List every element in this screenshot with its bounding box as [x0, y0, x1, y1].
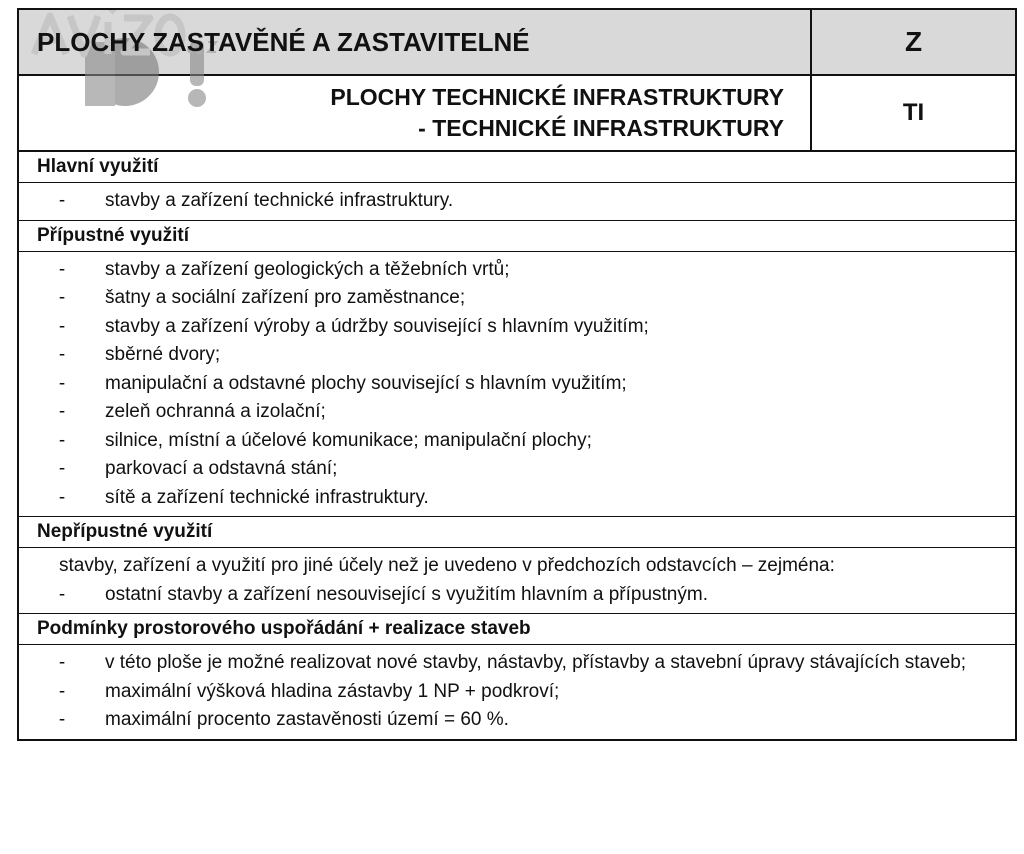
section-heading: Hlavní využití — [19, 152, 1015, 183]
list-item: - stavby a zařízení geologických a těžebn… — [19, 256, 1015, 285]
bullet-dash: - — [58, 652, 66, 673]
bullet-dash: - — [58, 315, 66, 337]
subcategory-code: TI — [902, 99, 925, 126]
list-item-text: sběrné dvory; — [105, 344, 221, 365]
list-item-text: stavby a zařízení geologických a těžební… — [105, 258, 510, 280]
subheader-row: PLOCHY TECHNICKÉ INFRASTRUKTURY - TECHNI… — [19, 76, 1015, 152]
bullet-dash: - — [58, 458, 66, 479]
header-row: PLOCHY ZASTAVĚNÉ A ZASTAVITELNÉ Z — [19, 10, 1015, 76]
bullet-dash: - — [58, 709, 66, 730]
list-item-text: silnice, místní a účelové komunikace; ma… — [105, 429, 592, 451]
list-item: - sběrné dvory; — [19, 341, 1015, 370]
list-item-text: maximální procento zastavěnosti území = … — [105, 709, 509, 730]
section-body: - v této ploše je možné realizovat nové s… — [19, 645, 1015, 739]
list-item-text: šatny a sociální zařízení pro zaměstnanc… — [105, 287, 466, 308]
list-item: - parkovací a odstavná stání; — [19, 455, 1015, 484]
section-heading: Přípustné využití — [19, 221, 1015, 252]
list-item-text: parkovací a odstavná stání; — [105, 458, 338, 479]
bullet-dash: - — [58, 486, 66, 508]
list-item: - šatny a sociální zařízení pro zaměstnan… — [19, 284, 1015, 313]
section-body: - stavby a zařízení technické infrastrukt… — [19, 183, 1015, 221]
list-item: - stavby a zařízení technické infrastrukt… — [19, 187, 1015, 216]
bullet-dash: - — [58, 344, 66, 365]
subtitle-line: - TECHNICKÉ INFRASTRUKTURY — [418, 115, 784, 141]
list-item: - sítě a zařízení technické infrastruktur… — [19, 484, 1015, 513]
list-item: - stavby a zařízení výroby a údržby souvi… — [19, 313, 1015, 342]
list-item-text: ostatní stavby a zařízení nesouvisející … — [105, 583, 708, 605]
list-item-text: stavby a zařízení technické infrastruktu… — [105, 190, 454, 211]
subtitle-line: PLOCHY TECHNICKÉ INFRASTRUKTURY — [330, 84, 784, 110]
bullet-dash: - — [58, 429, 66, 451]
list-item-text: stavby a zařízení výroby a údržby souvis… — [105, 315, 649, 337]
list-item: - maximální procento zastavěnosti území =… — [19, 706, 1015, 735]
bullet-dash: - — [58, 680, 66, 702]
category-title: PLOCHY ZASTAVĚNÉ A ZASTAVITELNÉ — [37, 26, 530, 57]
list-item-text: maximální výšková hladina zástavby 1 NP … — [105, 680, 560, 702]
list-item: - ostatní stavby a zařízení nesouvisející… — [19, 581, 1015, 610]
bullet-dash: - — [58, 287, 66, 308]
list-item-text: manipulační a odstavné plochy souvisejíc… — [105, 372, 627, 394]
section-heading: Podmínky prostorového uspořádání + reali… — [19, 614, 1015, 645]
bullet-dash: - — [58, 583, 66, 605]
section-body: stavby, zařízení a využití pro jiné účel… — [19, 548, 1015, 614]
category-code: Z — [904, 26, 923, 57]
bullet-dash: - — [58, 401, 66, 422]
regulation-table: PLOCHY ZASTAVĚNÉ A ZASTAVITELNÉ Z PLOCHY… — [17, 8, 1017, 741]
list-item-text: zeleň ochranná a izolační; — [105, 401, 326, 422]
bullet-dash: - — [58, 190, 66, 211]
category-title-cell: PLOCHY ZASTAVĚNÉ A ZASTAVITELNÉ — [19, 10, 812, 74]
subcategory-title: PLOCHY TECHNICKÉ INFRASTRUKTURY - TECHNI… — [19, 76, 812, 150]
list-item: - silnice, místní a účelové komunikace; m… — [19, 427, 1015, 456]
list-item: - v této ploše je možné realizovat nové s… — [19, 649, 1015, 678]
list-item-text: sítě a zařízení technické infrastruktury… — [105, 486, 429, 508]
bullet-dash: - — [58, 258, 66, 280]
bullet-dash: - — [58, 372, 66, 394]
section-heading: Nepřípustné využití — [19, 517, 1015, 548]
list-item: - maximální výšková hladina zástavby 1 NP… — [19, 678, 1015, 707]
list-item: - manipulační a odstavné plochy souvisejí… — [19, 370, 1015, 399]
section-body: - stavby a zařízení geologických a těžebn… — [19, 252, 1015, 517]
section-paragraph: stavby, zařízení a využití pro jiné účel… — [59, 555, 835, 576]
list-item: - zeleň ochranná a izolační; — [19, 398, 1015, 427]
list-item-text: v této ploše je možné realizovat nové st… — [105, 652, 967, 673]
